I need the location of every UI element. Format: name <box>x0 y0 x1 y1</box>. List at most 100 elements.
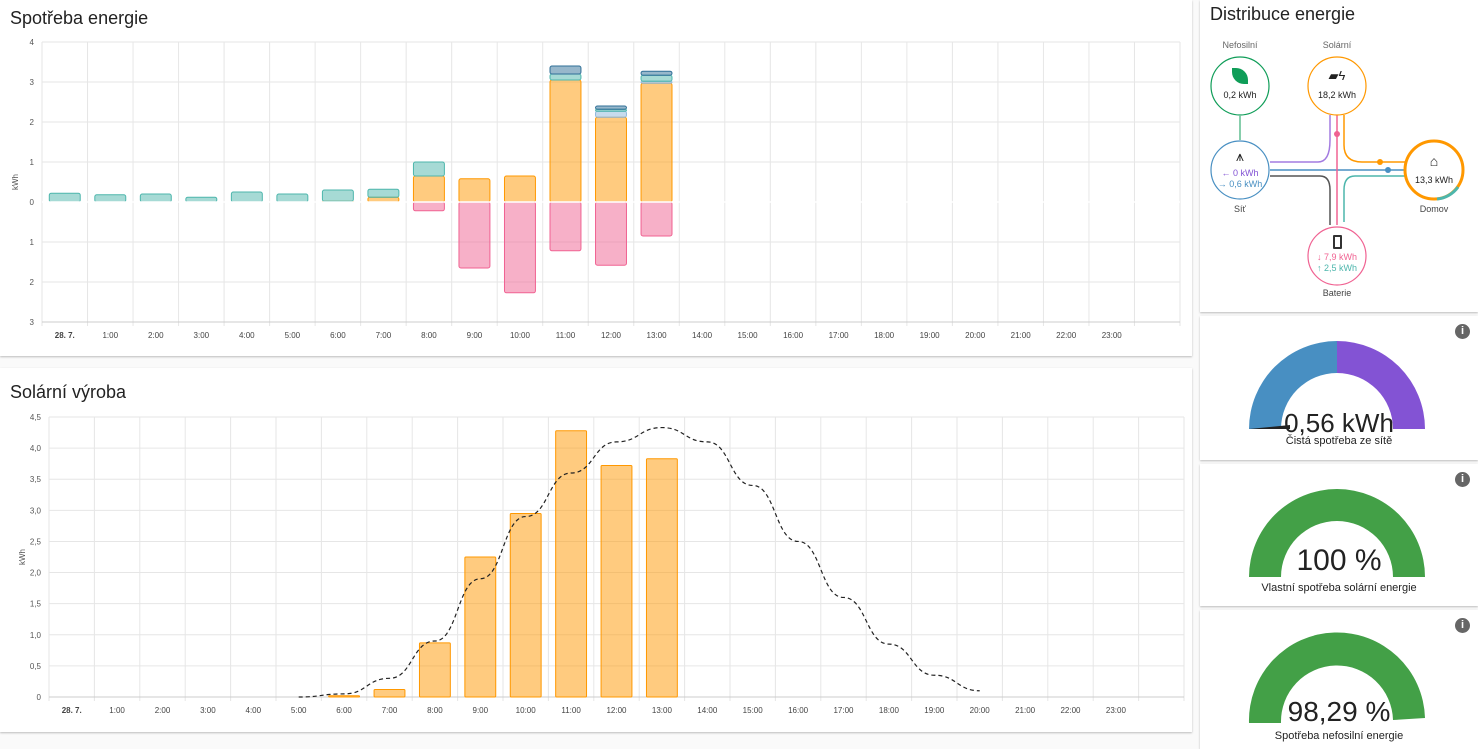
solar-production-chart: 4,5 4,0 3,5 3,0 2,5 2,0 1,5 1,0 0,5 0 28. 7. 1:00 2:… <box>18 413 1185 715</box>
x-tick-label: 28. 7. <box>55 331 75 340</box>
bar-battery_in <box>595 201 627 266</box>
x-tick-label: 21:00 <box>1011 331 1032 340</box>
x-tick-label: 10:00 <box>510 331 531 340</box>
bar-battery_out <box>276 193 309 203</box>
home-icon: ⌂ <box>1429 153 1439 169</box>
energy-distribution-card: Distribuce energie Nefosilní 0,2 kWh Sol… <box>1200 0 1478 312</box>
home-value[interactable]: 13,3 kWh <box>1414 175 1454 185</box>
bar-battery_out <box>48 192 81 203</box>
grid-consumption-value[interactable]: → 0,6 kWh <box>1217 179 1263 189</box>
gauge-label: Vlastní spotřeba solární energie <box>1261 582 1417 594</box>
battery-label: Baterie <box>1322 288 1352 298</box>
x-tick-label: 16:00 <box>783 331 804 340</box>
y-tick-label: 1,0 <box>30 631 42 640</box>
bar-battery_out <box>640 74 673 82</box>
gauge-arc <box>1249 489 1425 577</box>
gauge-value: 100 % <box>1296 544 1382 577</box>
nonfossil-value[interactable]: 0,2 kWh <box>1223 90 1257 100</box>
x-tick-label: 28. 7. <box>62 706 82 715</box>
bar-solar <box>412 175 445 203</box>
solar-bar <box>509 512 542 698</box>
bar-grid <box>549 65 582 75</box>
x-tick-label: 15:00 <box>743 706 764 715</box>
x-tick-label: 18:00 <box>879 706 900 715</box>
info-icon[interactable]: i <box>1455 472 1470 487</box>
x-tick-label: 20:00 <box>970 706 991 715</box>
bar-battery_out <box>412 161 445 177</box>
bar-battery_in <box>549 201 582 252</box>
y-tick-label: 3,0 <box>30 506 42 515</box>
x-tick-label: 7:00 <box>376 331 392 340</box>
grid-net-consumption-gauge: i 0,56 kWh Čistá spotřeba ze sítě <box>1200 316 1478 460</box>
x-tick-label: 11:00 <box>561 706 581 715</box>
solar-bar <box>373 689 406 698</box>
bar-battery_out <box>94 194 127 203</box>
y-tick-label: 2 <box>30 278 35 287</box>
y-tick-label: 4,0 <box>30 444 42 453</box>
bar-grid_light <box>595 110 627 118</box>
x-tick-label: 13:00 <box>647 331 668 340</box>
bar-battery_out <box>230 191 263 203</box>
y-tick-label: 0 <box>30 198 35 207</box>
x-tick-label: 5:00 <box>285 331 301 340</box>
x-tick-label: 22:00 <box>1060 706 1081 715</box>
x-tick-label: 12:00 <box>601 331 622 340</box>
gauge-value: 98,29 % <box>1287 696 1391 727</box>
distribution-diagram <box>1210 56 1465 286</box>
bar-solar <box>458 178 491 203</box>
x-tick-label: 12:00 <box>606 706 627 715</box>
bar-solar <box>549 79 582 203</box>
y-axis-label: kWh <box>18 549 27 565</box>
x-tick-label: 2:00 <box>148 331 164 340</box>
x-tick-label: 4:00 <box>239 331 255 340</box>
card-title: Spotřeba energie <box>10 8 149 28</box>
solar-panel-icon: ▰ϟ <box>1328 68 1346 83</box>
gauge-label: Spotřeba nefosilní energie <box>1274 730 1404 742</box>
solar-production-card: Solární výroba 4,5 4,0 3,5 3,0 2,5 2,0 1,5 1,0 0… <box>0 368 1192 732</box>
bar-solar <box>503 175 536 203</box>
x-tick-label: 7:00 <box>382 706 398 715</box>
grid-return-value[interactable]: ← 0 kWh <box>1221 168 1259 178</box>
y-tick-label: 2,5 <box>30 537 42 546</box>
battery-discharge-value[interactable]: ↑ 2,5 kWh <box>1316 263 1357 273</box>
y-tick-label: 3 <box>30 318 35 327</box>
info-icon[interactable]: i <box>1455 324 1470 339</box>
energy-usage-card: Spotřeba energie 4 3 2 1 0 1 2 3 28. 7. 1:00 2:00 3… <box>0 0 1192 356</box>
info-icon[interactable]: i <box>1455 618 1470 633</box>
solar-self-consumption-gauge: i 100 % Vlastní spotřeba solární energie <box>1200 464 1478 606</box>
bar-battery_in <box>503 201 536 294</box>
y-tick-label: 2,0 <box>30 569 42 578</box>
x-tick-label: 3:00 <box>194 331 210 340</box>
x-tick-label: 5:00 <box>291 706 307 715</box>
gauge-arc <box>1249 341 1425 429</box>
x-tick-label: 2:00 <box>155 706 171 715</box>
x-tick-label: 3:00 <box>200 706 216 715</box>
y-tick-label: 0 <box>37 693 42 702</box>
bar-battery_out <box>549 73 582 81</box>
bar-grid <box>595 105 627 110</box>
x-tick-label: 15:00 <box>738 331 759 340</box>
x-tick-label: 10:00 <box>516 706 537 715</box>
x-tick-label: 6:00 <box>330 331 346 340</box>
forecast-line <box>298 426 980 698</box>
energy-usage-chart: 4 3 2 1 0 1 2 3 28. 7. 1:00 2:00 3:00 4:00 5:00 6:00 7:… <box>11 38 1181 340</box>
bar-battery_in <box>458 201 491 269</box>
bar-solar <box>640 82 673 203</box>
x-tick-label: 20:00 <box>965 331 986 340</box>
bar-battery_in <box>640 201 673 237</box>
battery-charge-value[interactable]: ↓ 7,9 kWh <box>1316 252 1357 262</box>
solar-value[interactable]: 18,2 kWh <box>1317 90 1357 100</box>
solar-bar <box>645 458 678 698</box>
leaf-icon <box>1232 68 1248 84</box>
y-tick-label: 1,5 <box>30 600 42 609</box>
home-label: Domov <box>1419 204 1449 214</box>
x-tick-label: 23:00 <box>1102 331 1123 340</box>
bar-grid <box>640 70 673 76</box>
gauge-arc <box>1248 632 1425 723</box>
x-tick-label: 18:00 <box>874 331 895 340</box>
x-tick-label: 1:00 <box>102 331 118 340</box>
x-tick-label: 17:00 <box>829 331 850 340</box>
transmission-tower-icon: ⩚ <box>1236 148 1244 164</box>
card-title: Solární výroba <box>10 382 127 402</box>
solar-bar <box>464 556 497 698</box>
